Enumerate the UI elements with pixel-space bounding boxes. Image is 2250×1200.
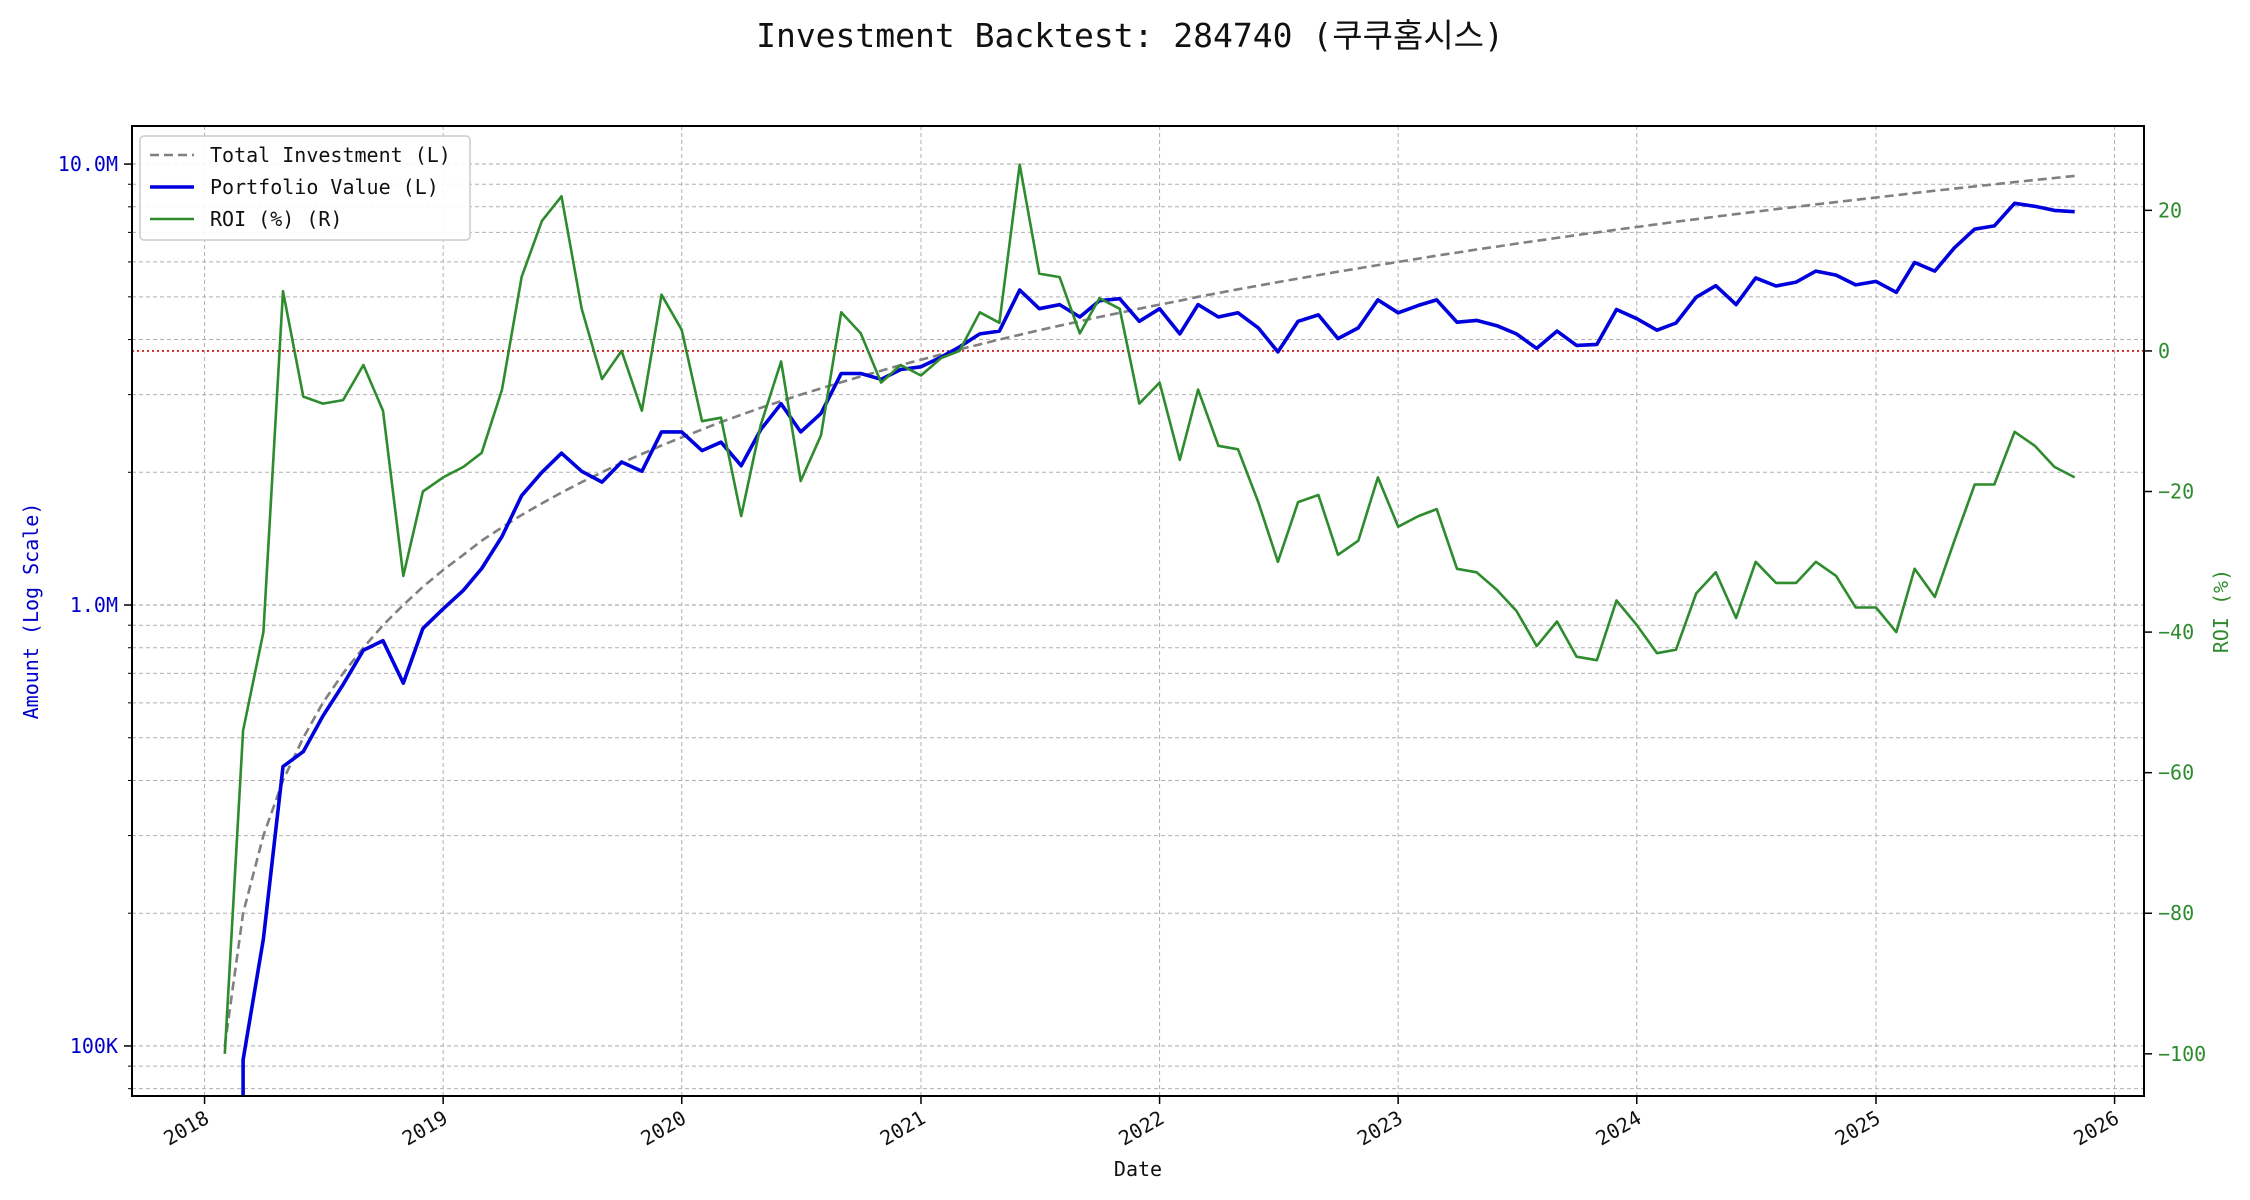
- x-tick-label: 2024: [1592, 1106, 1646, 1151]
- right-axis-label: ROI (%): [2209, 569, 2233, 653]
- right-tick-label: −60: [2158, 761, 2194, 785]
- grid-layer: [132, 126, 2144, 1096]
- series-portfolio-value-line: [241, 201, 2075, 1096]
- left-tick-label: 100K: [70, 1034, 118, 1058]
- series-layer: [223, 163, 2076, 1096]
- series-total-investment-line: [223, 174, 2075, 1047]
- left-tick-label: 1.0M: [70, 593, 118, 617]
- x-tick-label: 2023: [1353, 1106, 1407, 1151]
- chart-title: Investment Backtest: 284740 (쿠쿠홈시스): [756, 16, 1504, 55]
- x-tick-label: 2019: [398, 1106, 452, 1151]
- x-tick-label: 2018: [159, 1106, 213, 1151]
- right-tick-label: −100: [2158, 1042, 2206, 1066]
- right-tick-label: −20: [2158, 480, 2194, 504]
- right-tick-label: −80: [2158, 901, 2194, 925]
- legend-label-roi: ROI (%) (R): [210, 207, 342, 231]
- right-tick-label: 20: [2158, 198, 2182, 222]
- left-tick-label: 10.0M: [58, 152, 118, 176]
- x-tick-label: 2022: [1114, 1106, 1168, 1151]
- right-tick-label: 0: [2158, 339, 2170, 363]
- right-tick-label: −40: [2158, 620, 2194, 644]
- x-tick-label: 2025: [1831, 1106, 1885, 1151]
- x-tick-label: 2026: [2069, 1106, 2123, 1151]
- x-axis-label: Date: [1114, 1157, 1162, 1181]
- left-axis-ticks: 100K 1.0M 10.0M: [58, 152, 132, 1090]
- x-tick-label: 2021: [876, 1106, 930, 1151]
- right-axis-ticks: −100 −80 −60 −40 −20 0 20: [2144, 198, 2206, 1066]
- x-axis-ticks: 2018 2019 2020 2021 2022 2023 2024 2025 2026: [159, 1096, 2123, 1150]
- legend: Total Investment (L) Portfolio Value (L)…: [139, 135, 471, 241]
- legend-label-portfolio-value: Portfolio Value (L): [210, 175, 439, 199]
- plot-area-frame: [131, 125, 2145, 1097]
- legend-box: [139, 135, 471, 241]
- left-axis-label: Amount (Log Scale): [19, 503, 43, 720]
- series-roi-line: [223, 163, 2076, 1054]
- x-tick-label: 2020: [637, 1106, 691, 1151]
- legend-label-total-investment: Total Investment (L): [210, 143, 451, 167]
